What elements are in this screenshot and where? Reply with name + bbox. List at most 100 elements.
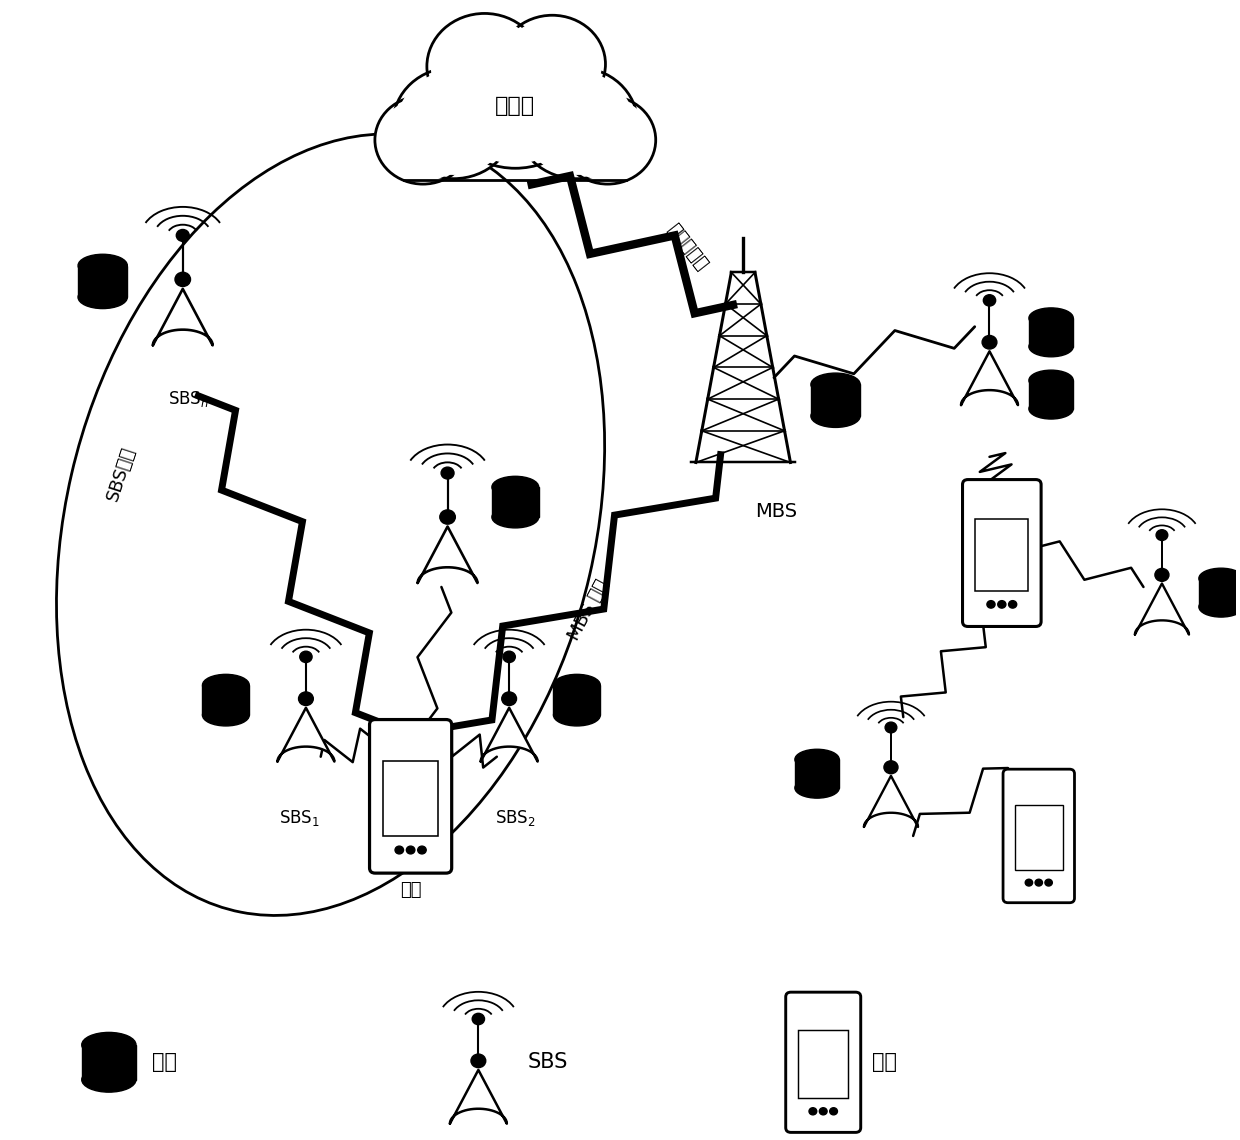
Circle shape xyxy=(471,1054,486,1068)
Polygon shape xyxy=(795,759,839,788)
Circle shape xyxy=(374,96,471,184)
Ellipse shape xyxy=(202,705,249,726)
Circle shape xyxy=(987,601,994,608)
Circle shape xyxy=(378,99,467,180)
Circle shape xyxy=(885,722,897,733)
Polygon shape xyxy=(961,351,1018,405)
Ellipse shape xyxy=(1199,568,1240,588)
Text: 核心网传输: 核心网传输 xyxy=(663,221,711,275)
Circle shape xyxy=(516,67,637,179)
Circle shape xyxy=(808,1108,817,1115)
Circle shape xyxy=(830,1108,837,1115)
Circle shape xyxy=(820,1108,827,1115)
Ellipse shape xyxy=(492,477,538,498)
Polygon shape xyxy=(492,487,538,518)
Ellipse shape xyxy=(82,1067,136,1092)
Circle shape xyxy=(982,335,997,349)
Text: SBS: SBS xyxy=(528,1052,568,1073)
Ellipse shape xyxy=(1199,596,1240,617)
Polygon shape xyxy=(1199,578,1240,606)
Circle shape xyxy=(448,38,583,163)
Text: SBS$_2$: SBS$_2$ xyxy=(495,807,536,828)
Ellipse shape xyxy=(795,749,839,770)
Circle shape xyxy=(1045,879,1053,886)
Ellipse shape xyxy=(202,675,249,695)
Circle shape xyxy=(427,14,542,120)
Ellipse shape xyxy=(1029,399,1074,420)
Circle shape xyxy=(300,651,312,662)
Circle shape xyxy=(396,846,403,854)
Circle shape xyxy=(884,760,898,774)
Circle shape xyxy=(502,692,517,706)
Polygon shape xyxy=(153,288,212,345)
Polygon shape xyxy=(78,266,128,298)
Polygon shape xyxy=(1014,805,1063,870)
Polygon shape xyxy=(1029,381,1074,409)
Circle shape xyxy=(418,846,427,854)
Polygon shape xyxy=(976,519,1028,591)
Circle shape xyxy=(393,67,515,179)
Text: MBS: MBS xyxy=(755,502,797,521)
Circle shape xyxy=(432,18,538,115)
Polygon shape xyxy=(864,776,918,826)
Text: 核心网: 核心网 xyxy=(495,96,536,116)
Polygon shape xyxy=(278,708,335,762)
Circle shape xyxy=(983,295,996,306)
Circle shape xyxy=(1008,601,1017,608)
Circle shape xyxy=(498,15,605,113)
Ellipse shape xyxy=(1029,370,1074,391)
Circle shape xyxy=(1154,569,1169,581)
Polygon shape xyxy=(799,1029,848,1098)
Text: MBS 传输: MBS 传输 xyxy=(564,576,611,643)
Polygon shape xyxy=(418,527,477,583)
Circle shape xyxy=(472,1013,485,1025)
Circle shape xyxy=(559,96,656,184)
Circle shape xyxy=(1025,879,1033,886)
Circle shape xyxy=(176,229,190,242)
Circle shape xyxy=(441,467,454,479)
Text: 缓存: 缓存 xyxy=(153,1052,177,1073)
Circle shape xyxy=(503,651,516,662)
Polygon shape xyxy=(82,1045,136,1080)
Ellipse shape xyxy=(795,777,839,798)
FancyBboxPatch shape xyxy=(962,480,1042,627)
Circle shape xyxy=(1035,879,1043,886)
Polygon shape xyxy=(1135,584,1189,635)
Ellipse shape xyxy=(78,254,128,277)
Polygon shape xyxy=(202,685,249,715)
Circle shape xyxy=(175,272,191,286)
Ellipse shape xyxy=(78,286,128,309)
Circle shape xyxy=(1156,530,1168,540)
Circle shape xyxy=(398,72,510,174)
Circle shape xyxy=(521,72,632,174)
Polygon shape xyxy=(450,1070,507,1124)
Ellipse shape xyxy=(1029,308,1074,328)
Circle shape xyxy=(503,19,601,109)
Text: 用户: 用户 xyxy=(399,881,422,899)
FancyBboxPatch shape xyxy=(1003,770,1075,903)
Ellipse shape xyxy=(82,1033,136,1057)
Circle shape xyxy=(998,601,1006,608)
Text: SBS$_1$: SBS$_1$ xyxy=(279,807,320,828)
Circle shape xyxy=(563,99,652,180)
Text: SBS传输: SBS传输 xyxy=(104,445,139,503)
Polygon shape xyxy=(481,708,538,762)
Circle shape xyxy=(407,846,415,854)
Polygon shape xyxy=(1029,318,1074,347)
Ellipse shape xyxy=(811,373,861,396)
Ellipse shape xyxy=(553,675,600,695)
Text: 用户: 用户 xyxy=(873,1052,898,1073)
Polygon shape xyxy=(553,685,600,715)
Ellipse shape xyxy=(553,705,600,726)
Ellipse shape xyxy=(811,405,861,428)
Circle shape xyxy=(441,32,589,169)
Polygon shape xyxy=(811,384,861,416)
Polygon shape xyxy=(383,760,438,836)
FancyBboxPatch shape xyxy=(370,719,451,873)
Circle shape xyxy=(440,510,455,524)
Ellipse shape xyxy=(492,506,538,528)
Circle shape xyxy=(299,692,314,706)
FancyBboxPatch shape xyxy=(786,992,861,1132)
Text: SBS$_n$: SBS$_n$ xyxy=(169,389,210,409)
Ellipse shape xyxy=(1029,336,1074,357)
